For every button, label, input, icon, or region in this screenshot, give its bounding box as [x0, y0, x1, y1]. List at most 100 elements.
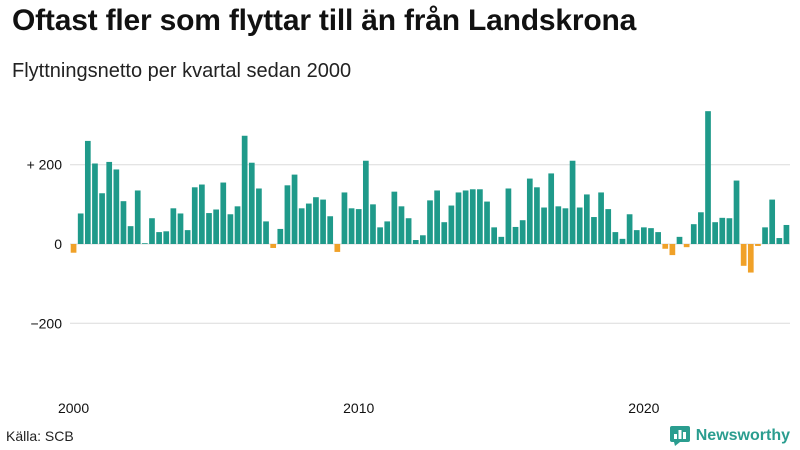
bar [320, 199, 326, 244]
bar [92, 163, 98, 244]
bar [313, 197, 319, 244]
bar [747, 244, 754, 273]
x-tick-label: 2010 [343, 400, 374, 416]
bar [469, 189, 476, 244]
bar [70, 244, 77, 253]
bar [641, 227, 647, 244]
bar [298, 208, 305, 244]
bar [248, 162, 255, 244]
bar [783, 224, 790, 244]
bar [370, 204, 376, 244]
bar [519, 220, 526, 244]
bar [355, 209, 362, 244]
bar [113, 169, 120, 244]
bar [191, 187, 198, 244]
bar [484, 201, 490, 244]
bar [598, 192, 604, 244]
brand-logo: Newsworthy [669, 426, 790, 446]
source-note: Källa: SCB [6, 428, 74, 444]
chart-subtitle: Flyttningsnetto per kvartal sedan 2000 [12, 60, 352, 82]
bar [199, 184, 205, 245]
bar [120, 201, 127, 244]
bar [740, 244, 747, 266]
bar [434, 190, 440, 244]
bar [384, 221, 391, 244]
bar [576, 207, 583, 244]
bar [705, 111, 711, 244]
bar [491, 227, 498, 244]
bar [291, 174, 298, 244]
bar [412, 240, 419, 244]
bar [277, 228, 284, 244]
bar [648, 228, 654, 244]
bar [591, 217, 597, 244]
bars [70, 111, 790, 273]
bar [541, 207, 547, 244]
y-axis-ticks: −200 0 + 200 [27, 157, 63, 332]
bar [227, 214, 234, 244]
bar [569, 160, 576, 245]
bar [327, 216, 334, 245]
bar [177, 213, 184, 244]
bar [127, 226, 134, 244]
bar [655, 232, 661, 244]
bar [213, 209, 219, 244]
bar [170, 208, 177, 244]
bar [548, 173, 555, 244]
bar [184, 230, 191, 244]
bar [776, 238, 783, 244]
bar [84, 140, 91, 244]
y-tick-label: −200 [30, 315, 62, 331]
x-tick-label: 2020 [628, 400, 659, 416]
bar [134, 190, 141, 244]
bar [605, 209, 612, 244]
bar [733, 180, 740, 244]
bar [263, 221, 269, 244]
bar [234, 206, 241, 244]
bar [626, 214, 633, 244]
brand-name: Newsworthy [695, 427, 790, 444]
bar [712, 222, 718, 244]
bar [77, 213, 84, 244]
bar [149, 218, 155, 244]
bar [420, 235, 426, 244]
bar [334, 244, 341, 252]
bar [284, 185, 291, 244]
bar [398, 206, 405, 244]
bar [163, 231, 170, 244]
x-tick-label: 2000 [58, 400, 89, 416]
bar [719, 217, 726, 244]
bar [726, 218, 733, 244]
bar [512, 226, 519, 244]
bar [698, 212, 704, 244]
bar [498, 236, 505, 244]
bar [462, 190, 469, 244]
bar [405, 218, 412, 244]
bar [341, 192, 348, 244]
y-tick-label: 0 [54, 236, 62, 252]
bar [348, 208, 355, 244]
bar [241, 135, 248, 244]
y-tick-label: + 200 [27, 157, 63, 173]
bar [555, 206, 562, 244]
bar [206, 213, 212, 244]
x-axis-ticks: 2000 2010 2020 [58, 400, 660, 416]
newsworthy-logo-icon [669, 426, 690, 446]
bar [270, 244, 277, 248]
bar [106, 161, 113, 244]
bar [156, 232, 162, 244]
bar [676, 236, 683, 244]
bar [362, 160, 369, 245]
bar [755, 244, 761, 246]
bar [619, 238, 626, 244]
chart-title: Oftast fler som flyttar till än från Lan… [12, 4, 637, 37]
bar [669, 244, 676, 256]
bar [391, 191, 398, 244]
bar [305, 203, 312, 244]
bar [99, 193, 105, 244]
bar [377, 227, 383, 244]
bar [526, 178, 533, 244]
bar [633, 230, 640, 244]
bar [256, 188, 262, 244]
